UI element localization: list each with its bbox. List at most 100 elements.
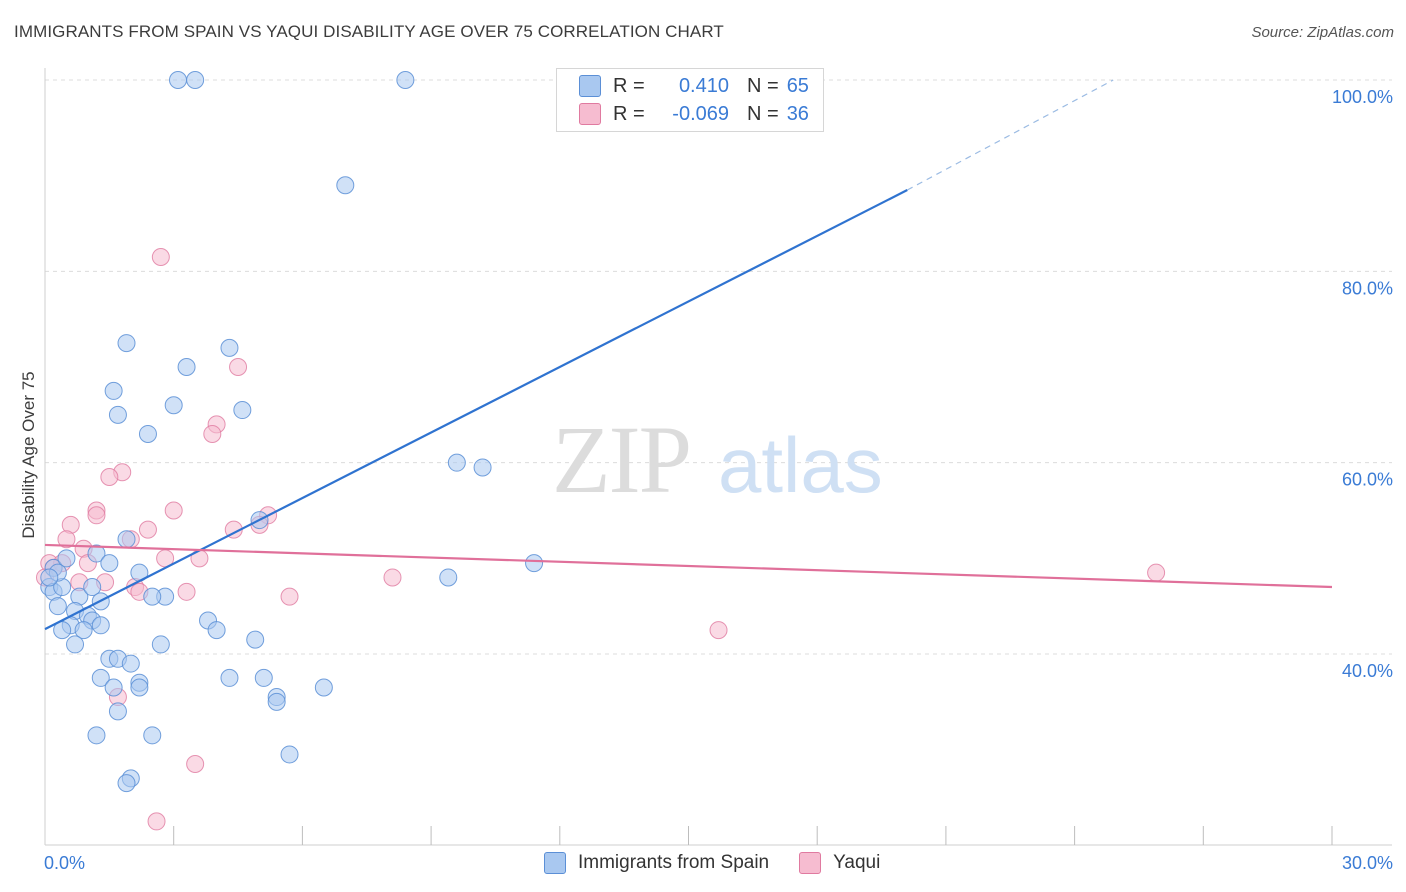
spain-point [233, 401, 252, 420]
spain-trend-extension [907, 79, 1114, 191]
spain-point [267, 692, 286, 711]
yaqui-point [100, 468, 119, 487]
yaqui-point [138, 520, 157, 539]
spain-point [74, 621, 93, 640]
x-tick-label: 30.0% [1342, 853, 1393, 873]
spain-point [473, 458, 492, 477]
watermark: ZIP atlas [552, 406, 883, 513]
legend-label-yaqui: Yaqui [833, 852, 881, 873]
source-label: Source: ZipAtlas.com [1251, 24, 1394, 41]
spain-point [100, 554, 119, 573]
tick-labels: 40.0% 60.0% 80.0% 100.0% 0.0% 30.0% [44, 87, 1393, 873]
watermark-zip: ZIP [552, 406, 690, 513]
chart-title: IMMIGRANTS FROM SPAIN VS YAQUI DISABILIT… [14, 22, 724, 41]
legend-item-yaqui[interactable]: Yaqui [799, 852, 880, 874]
spain-point [108, 702, 127, 721]
spain-point [151, 635, 170, 654]
legend-swatch-yaqui [799, 852, 822, 874]
spain-point [48, 597, 67, 616]
legend-r-label: R = [613, 74, 645, 97]
y-axis-title: Disability Age Over 75 [19, 371, 38, 538]
spain-point [117, 774, 136, 793]
y-tick-label: 60.0% [1342, 470, 1393, 490]
spain-point [121, 654, 140, 673]
spain-point [66, 635, 85, 654]
spain-point [439, 568, 458, 587]
legend-swatch-yaqui [579, 103, 601, 125]
legend-n-value: 65 [786, 74, 809, 97]
spain-points [40, 71, 758, 793]
spain-point [254, 668, 273, 687]
spain-point [143, 726, 162, 745]
spain-point [117, 334, 136, 353]
yaqui-point [87, 506, 106, 525]
x-tick-label: 0.0% [44, 853, 85, 873]
yaqui-point [383, 568, 402, 587]
series-legend: Immigrants from Spain Yaqui [544, 852, 910, 874]
spain-point [164, 396, 183, 415]
watermark-atlas: atlas [718, 421, 883, 509]
spain-point [87, 544, 106, 563]
spain-point [91, 616, 110, 635]
spain-point [117, 530, 136, 549]
legend-label-spain: Immigrants from Spain [578, 852, 770, 873]
spain-point [87, 726, 106, 745]
yaqui-points [36, 247, 1166, 831]
legend-n-label: N = [747, 102, 779, 125]
spain-point [108, 405, 127, 424]
yaqui-point [203, 424, 222, 443]
spain-point [525, 554, 544, 573]
spain-point [220, 668, 239, 687]
spain-point [447, 453, 466, 472]
yaqui-point [151, 247, 170, 266]
spain-point [143, 587, 162, 606]
spain-point [186, 71, 205, 89]
y-tick-label: 40.0% [1342, 661, 1393, 681]
spain-trend-line [44, 189, 908, 631]
yaqui-point [147, 812, 166, 831]
yaqui-point [229, 358, 248, 376]
yaqui-point [57, 530, 76, 549]
spain-point [83, 578, 102, 597]
legend-swatch-spain [544, 852, 566, 874]
y-tick-label: 100.0% [1332, 87, 1393, 107]
spain-point [177, 358, 196, 376]
spain-point [336, 176, 355, 195]
legend-item-spain[interactable]: Immigrants from Spain [544, 852, 769, 874]
axes: Disability Age Over 75 [19, 68, 1392, 846]
spain-point [57, 549, 76, 568]
legend-r-value: -0.069 [672, 102, 729, 125]
legend-r-value: 0.410 [678, 74, 729, 97]
spain-point [314, 678, 333, 697]
yaqui-point [709, 621, 728, 640]
legend-row-yaqui: R = -0.069 N = 36 [579, 101, 809, 127]
yaqui-point [280, 587, 299, 606]
spain-point [280, 745, 299, 764]
legend-n-label: N = [747, 74, 779, 97]
legend-swatch-spain [579, 75, 601, 97]
yaqui-point [164, 501, 183, 520]
spain-point [246, 630, 265, 649]
yaqui-point [1147, 563, 1166, 582]
spain-point [138, 424, 157, 443]
spain-point [40, 568, 59, 587]
spain-point [130, 678, 149, 697]
trend-lines [44, 79, 1333, 631]
spain-point [91, 668, 110, 687]
yaqui-trend-line [44, 543, 1333, 589]
legend-r-label: R = [613, 102, 645, 125]
legend-n-value: 36 [786, 102, 809, 125]
y-tick-label: 80.0% [1342, 278, 1393, 298]
yaqui-point [186, 755, 205, 774]
spain-point [168, 71, 187, 89]
spain-point [207, 621, 226, 640]
spain-point [104, 678, 123, 697]
legend-row-spain: R = 0.410 N = 65 [579, 73, 809, 99]
yaqui-point [177, 582, 196, 601]
spain-point [220, 338, 239, 357]
spain-point [104, 381, 123, 400]
correlation-legend: R = 0.410 N = 65 R = -0.069 N = 36 [556, 68, 824, 132]
grid-lines [45, 79, 1392, 655]
spain-point [396, 71, 415, 89]
